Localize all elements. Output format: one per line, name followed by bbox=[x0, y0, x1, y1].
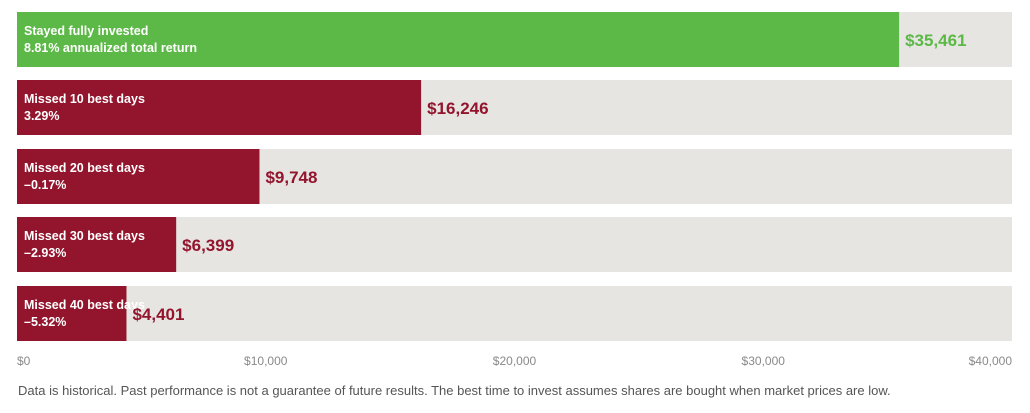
x-tick-label: $10,000 bbox=[244, 354, 288, 368]
bar bbox=[17, 12, 900, 67]
data-label: $4,401 bbox=[132, 305, 184, 324]
x-tick-label: $20,000 bbox=[493, 354, 537, 368]
bar-track bbox=[17, 286, 1012, 341]
data-label: $35,461 bbox=[905, 31, 966, 50]
data-label: $16,246 bbox=[427, 99, 488, 118]
bar-sublabel: 3.29% bbox=[24, 109, 59, 123]
data-label: $9,748 bbox=[265, 168, 317, 187]
bar-track bbox=[17, 217, 1012, 272]
bar bbox=[17, 286, 127, 341]
bar-sublabel: 8.81% annualized total return bbox=[24, 41, 197, 55]
bar-label: Missed 10 best days bbox=[24, 92, 145, 106]
bar bbox=[17, 149, 260, 204]
x-tick-label: $0 bbox=[17, 354, 31, 368]
bar-sublabel: –0.17% bbox=[24, 178, 66, 192]
bar-sublabel: –5.32% bbox=[24, 315, 66, 329]
bar-label: Stayed fully invested bbox=[24, 24, 148, 38]
bar-label: Missed 40 best days bbox=[24, 298, 145, 312]
returns-bar-chart: Stayed fully invested 8.81% annualized to… bbox=[17, 12, 1013, 368]
data-label: $6,399 bbox=[182, 236, 234, 255]
bar-label: Missed 20 best days bbox=[24, 161, 145, 175]
bar bbox=[17, 80, 422, 135]
bar-label: Missed 30 best days bbox=[24, 229, 145, 243]
x-tick-label: $40,000 bbox=[969, 354, 1013, 368]
bar bbox=[17, 217, 177, 272]
bar-sublabel: –2.93% bbox=[24, 246, 66, 260]
footnote: Data is historical. Past performance is … bbox=[18, 383, 891, 398]
x-tick-label: $30,000 bbox=[742, 354, 786, 368]
